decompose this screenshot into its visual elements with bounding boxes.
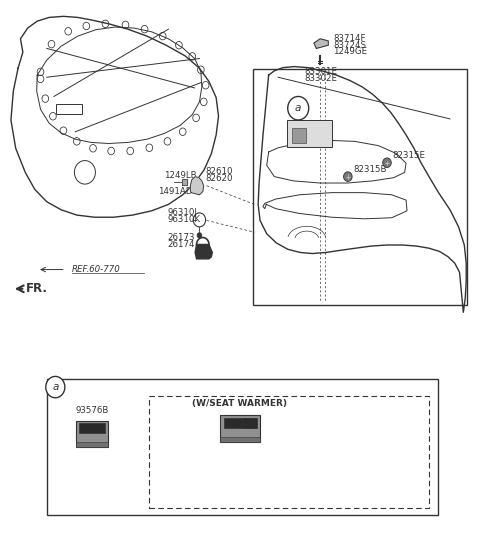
Text: 26174: 26174 <box>168 240 195 249</box>
Bar <box>253 69 467 305</box>
Bar <box>149 396 429 508</box>
Text: 83302E: 83302E <box>304 74 337 83</box>
Bar <box>291 128 306 143</box>
Bar <box>220 437 260 442</box>
Text: 96310J: 96310J <box>168 208 197 217</box>
Text: REF.60-770: REF.60-770 <box>72 265 121 274</box>
Bar <box>220 416 260 442</box>
Bar <box>242 418 257 427</box>
Text: 83724S: 83724S <box>333 41 366 50</box>
Text: (W/SEAT WARMER): (W/SEAT WARMER) <box>192 398 288 408</box>
Bar <box>287 120 332 147</box>
Circle shape <box>197 233 202 238</box>
Polygon shape <box>191 177 204 195</box>
Text: FR.: FR. <box>26 282 48 295</box>
Text: 82315E: 82315E <box>393 151 426 159</box>
Circle shape <box>344 172 352 182</box>
Text: a: a <box>52 382 59 392</box>
Bar <box>224 418 256 427</box>
Circle shape <box>46 376 65 398</box>
Text: 93581F: 93581F <box>224 422 256 431</box>
Polygon shape <box>314 39 328 48</box>
Text: 1249GE: 1249GE <box>333 47 367 56</box>
Text: 82620: 82620 <box>205 173 233 183</box>
Text: 93576B: 93576B <box>75 405 109 415</box>
Bar <box>76 442 108 447</box>
Text: 26173: 26173 <box>168 233 195 242</box>
Text: 83714F: 83714F <box>333 34 366 43</box>
Polygon shape <box>182 179 187 185</box>
Text: 1249LB: 1249LB <box>164 171 196 179</box>
Circle shape <box>383 158 391 168</box>
Text: 96310K: 96310K <box>168 215 201 224</box>
Circle shape <box>288 97 309 120</box>
Text: 82610: 82610 <box>205 167 233 176</box>
Text: 82315B: 82315B <box>354 165 387 174</box>
Bar <box>47 379 438 516</box>
Text: 1491AD: 1491AD <box>158 186 192 195</box>
Text: 83301E: 83301E <box>304 68 337 76</box>
Bar <box>79 423 106 433</box>
Polygon shape <box>195 244 212 259</box>
Bar <box>76 421 108 447</box>
Text: a: a <box>295 103 301 113</box>
